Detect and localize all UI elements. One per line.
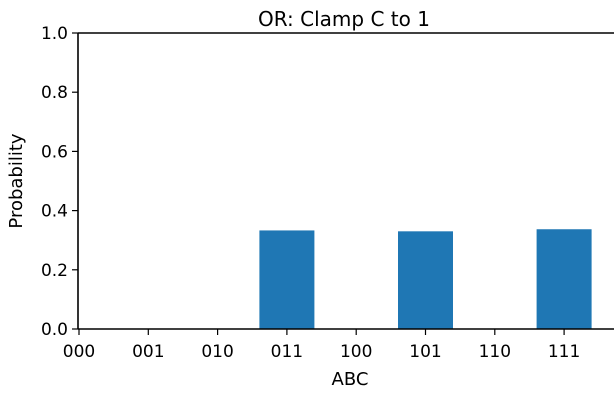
x-tick-label: 110: [479, 342, 511, 362]
y-tick-label: 0.4: [41, 202, 68, 222]
x-tick-label: 011: [271, 342, 303, 362]
x-tick-label: 111: [548, 342, 580, 362]
x-tick-label: 100: [340, 342, 372, 362]
y-tick-label: 0.2: [41, 261, 68, 281]
chart-title: OR: Clamp C to 1: [258, 7, 430, 31]
bars-layer: [259, 229, 592, 329]
bar-111: [536, 229, 592, 329]
y-tick-label: 0.8: [41, 83, 68, 103]
x-axis-ticks: 000 001 010 011 100 101 110 111: [63, 329, 580, 362]
y-axis-ticks: 0.0 0.2 0.4 0.6 0.8 1.0: [41, 24, 78, 340]
x-axis-label: ABC: [332, 369, 369, 390]
y-axis-label: Probability: [6, 133, 27, 228]
bar-101: [398, 231, 453, 329]
x-tick-label: 010: [201, 342, 233, 362]
bar-011: [259, 230, 315, 329]
x-tick-label: 001: [132, 342, 164, 362]
x-tick-label: 101: [409, 342, 441, 362]
y-tick-label: 1.0: [41, 24, 68, 44]
y-tick-label: 0.0: [41, 320, 68, 340]
y-tick-label: 0.6: [41, 142, 68, 162]
x-tick-label: 000: [63, 342, 95, 362]
